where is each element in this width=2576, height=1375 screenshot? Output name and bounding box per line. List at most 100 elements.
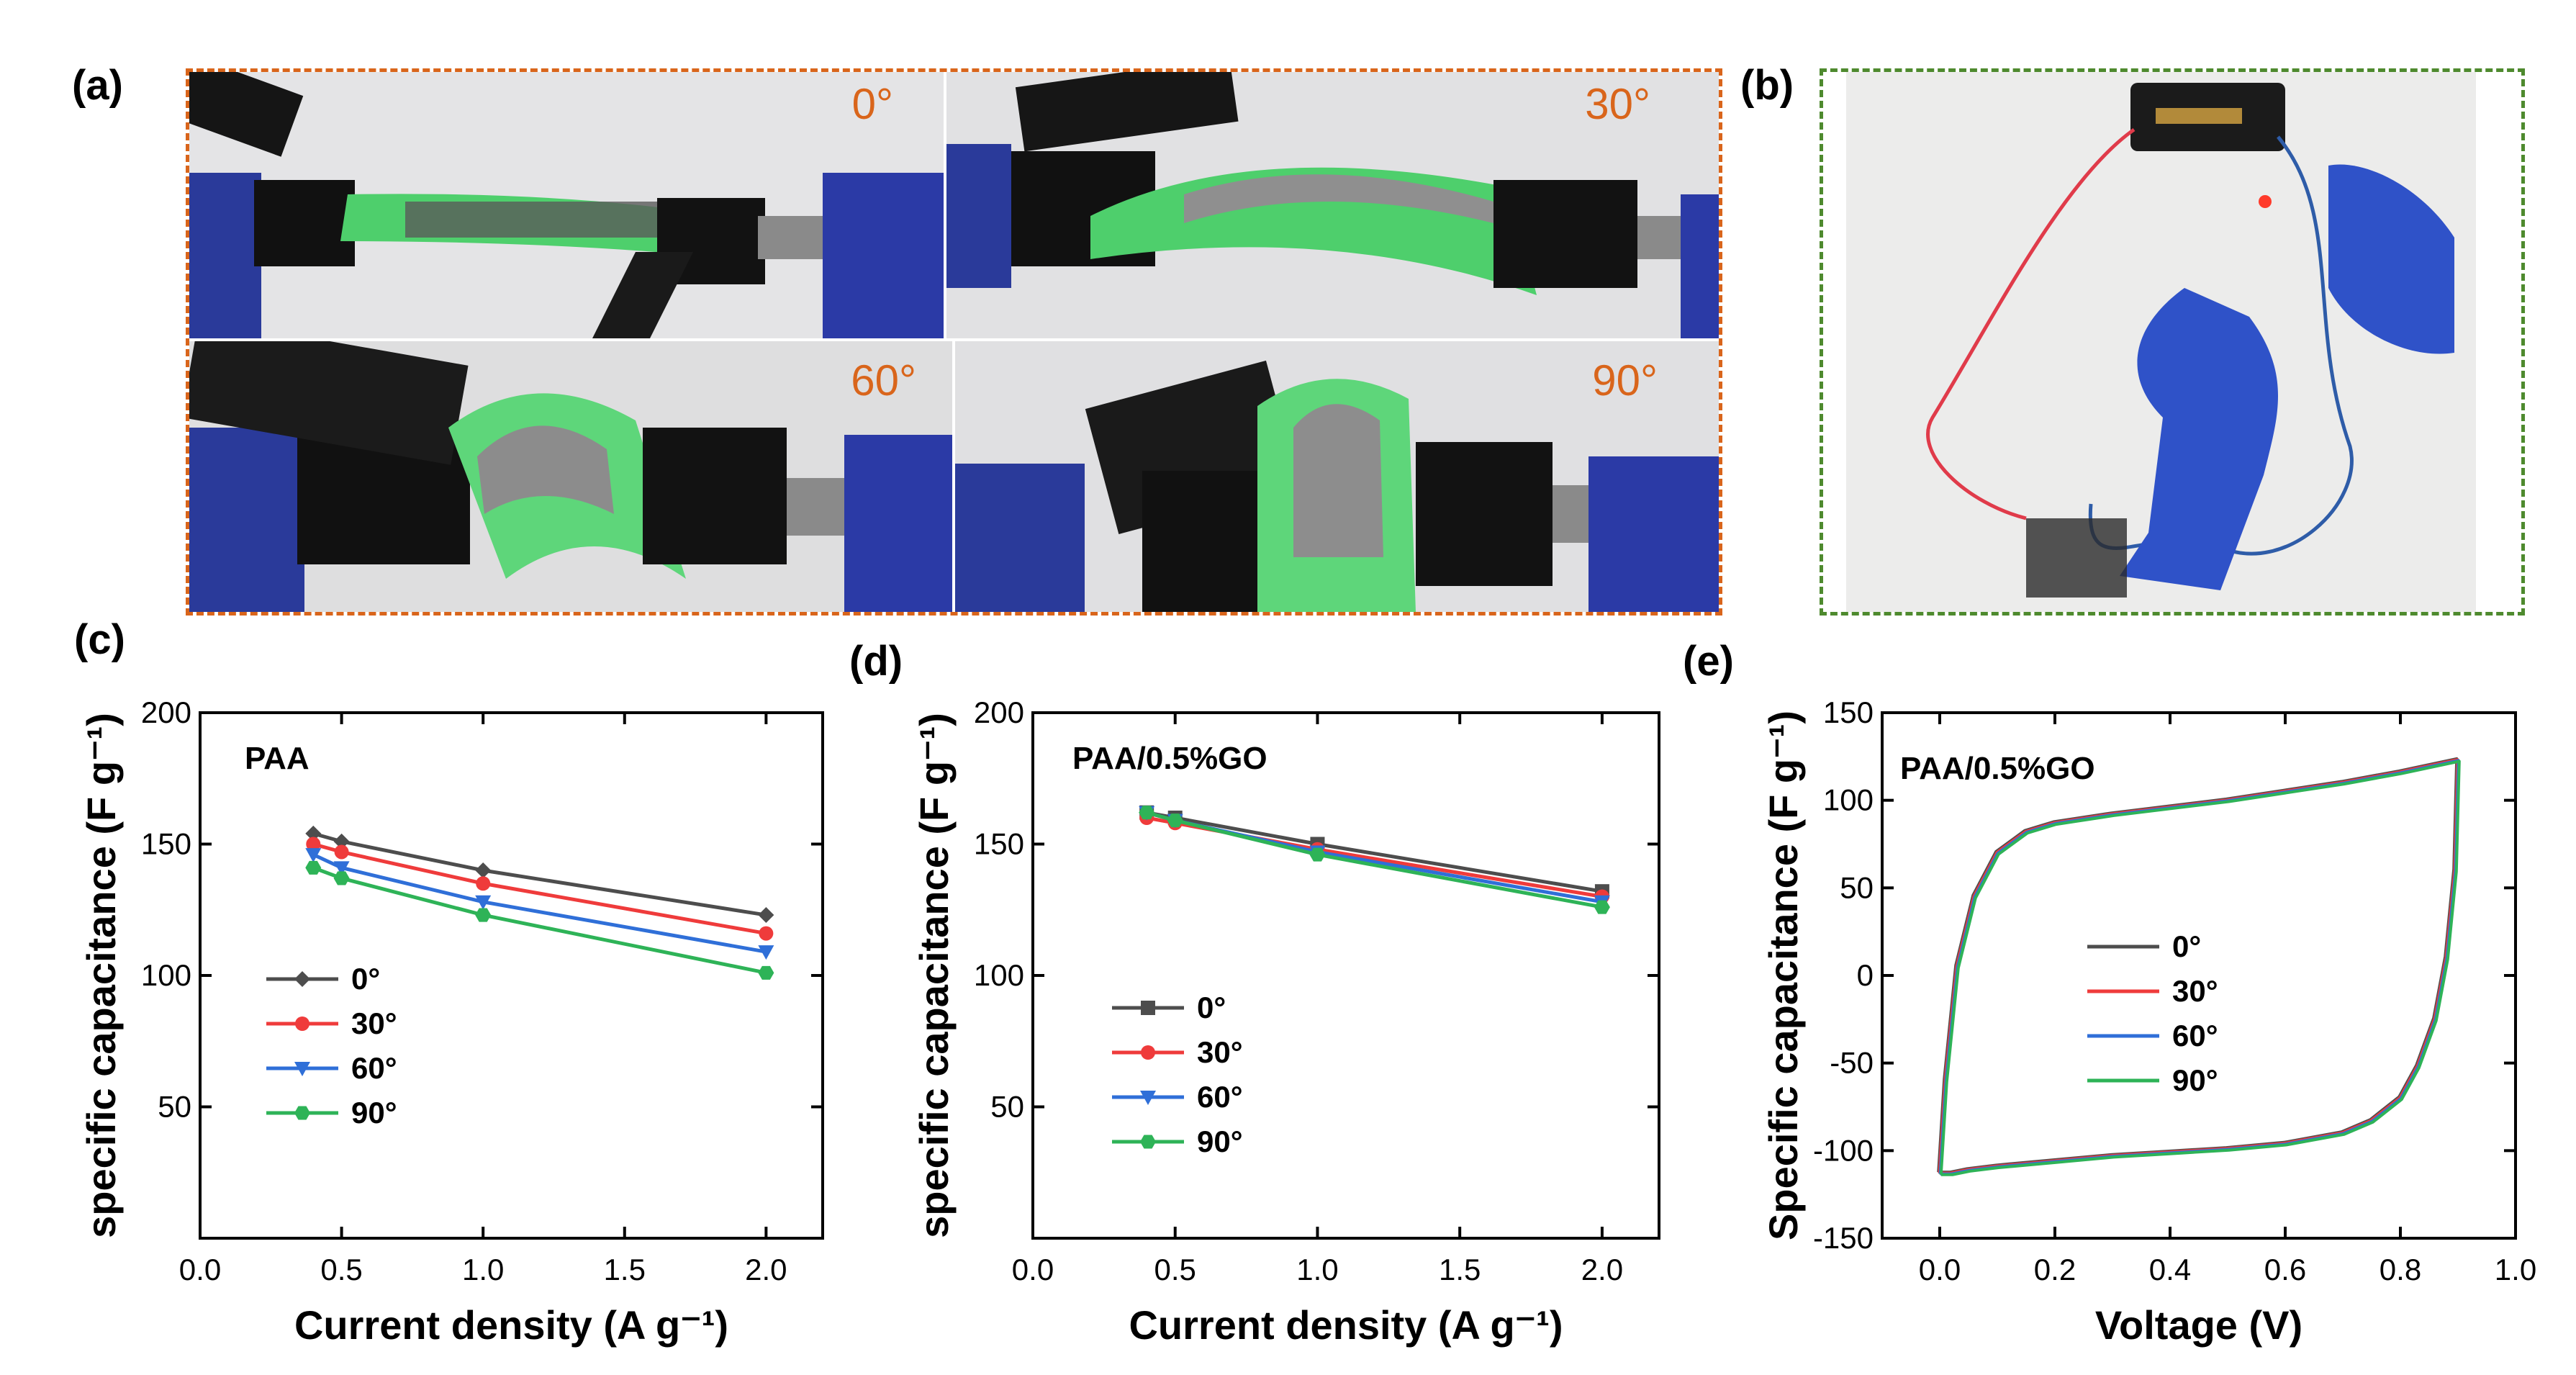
legend-label: 60° (2172, 1019, 2218, 1052)
cv-curve (1937, 757, 2459, 1174)
x-tick-label: 1.0 (2495, 1253, 2536, 1286)
y-axis-label: specific capacitance (F g⁻¹) (78, 713, 124, 1238)
legend-marker (294, 1106, 310, 1120)
x-tick-label: 1.0 (1296, 1253, 1338, 1286)
data-point (334, 844, 349, 860)
data-point (476, 876, 491, 891)
legend-marker (1140, 1091, 1156, 1105)
data-point (1309, 847, 1326, 862)
data-point (475, 895, 492, 910)
y-tick-label: 200 (974, 695, 1024, 729)
series-line (312, 831, 767, 917)
chart-d-title: PAA/0.5%GO (1072, 741, 1267, 776)
y-tick-label: 100 (1823, 783, 1874, 817)
legend-label: 0° (1197, 991, 1226, 1024)
legend-marker (1140, 1135, 1156, 1149)
angle-label-30: 30° (1585, 80, 1650, 128)
x-tick-label: 2.0 (1581, 1253, 1623, 1286)
y-tick-label: -100 (1813, 1133, 1874, 1167)
data-point (333, 861, 350, 876)
x-tick-label: 0.0 (179, 1253, 221, 1286)
data-point (1594, 900, 1610, 914)
legend-marker (295, 1016, 309, 1031)
panel-e-letter: (e) (1683, 638, 1734, 685)
legend-label: 0° (351, 962, 380, 996)
x-tick-label: 0.0 (1012, 1253, 1054, 1286)
series-line (312, 866, 767, 975)
chart-e-title: PAA/0.5%GO (1900, 751, 2095, 786)
legend-label: 90° (351, 1096, 397, 1130)
x-tick-label: 0.4 (2149, 1253, 2191, 1286)
panel-b-letter: (b) (1740, 62, 1794, 109)
chart-e-group: 0.0 0.2 0.4 0.6 0.8 1.0 -150 -100 -50 0 50 100 150 Vo… (1761, 695, 2536, 1348)
y-tick-label: 100 (974, 958, 1024, 992)
series-line (312, 852, 767, 954)
chart-d-group: 0.0 0.5 1.0 1.5 2.0 50 100 150 200 Current densit… (911, 695, 1660, 1348)
x-tick-label: 0.5 (320, 1253, 362, 1286)
legend-label: 0° (2172, 929, 2201, 963)
y-axis-label: specific capacitance (F g⁻¹) (911, 713, 957, 1238)
data-point (1167, 813, 1183, 828)
x-tick-label: 2.0 (745, 1253, 787, 1286)
chart-c-title: PAA (245, 741, 309, 776)
panel-a-letter: (a) (72, 62, 123, 109)
data-point (305, 825, 322, 842)
panel-a-photo-frame (186, 68, 1722, 616)
x-tick-label: 0.8 (2380, 1253, 2421, 1286)
series-line (312, 842, 767, 936)
led-demo-photo (1846, 72, 2476, 612)
legend-label: 30° (1197, 1035, 1243, 1069)
cv-curve (1939, 759, 2461, 1176)
x-axis-label: Current density (A g⁻¹) (1129, 1302, 1563, 1348)
y-tick-label: 200 (141, 695, 191, 729)
angle-label-90: 90° (1592, 356, 1658, 405)
x-tick-label: 0.2 (2034, 1253, 2076, 1286)
data-point (305, 848, 322, 863)
data-point (333, 871, 350, 885)
series-line (1146, 811, 1603, 909)
legend-label: 60° (1197, 1080, 1243, 1114)
legend-label: 60° (351, 1051, 397, 1085)
y-axis-label: Specific capacitance (F g⁻¹) (1761, 711, 1806, 1240)
x-tick-label: 1.0 (462, 1253, 504, 1286)
data-point (475, 908, 492, 922)
panel-c-letter: (c) (74, 616, 125, 663)
y-tick-label: 150 (1823, 695, 1874, 729)
panel-d-letter: (d) (849, 638, 903, 685)
bend-photo-90: 90° (955, 341, 1719, 612)
data-point (306, 837, 321, 852)
x-tick-label: 0.6 (2264, 1253, 2306, 1286)
panel-b-photo-frame (1820, 68, 2525, 616)
series-line (1146, 811, 1603, 893)
x-tick-label: 0.5 (1154, 1253, 1196, 1286)
legend-marker (1141, 1001, 1155, 1015)
bend-photo-60: 60° (189, 341, 952, 612)
data-point (758, 965, 774, 980)
y-tick-label: 100 (141, 958, 191, 992)
x-axis-label: Voltage (V) (2095, 1302, 2302, 1348)
y-tick-label: 50 (990, 1090, 1024, 1124)
x-tick-label: 1.5 (1439, 1253, 1481, 1286)
y-tick-label: 150 (974, 827, 1024, 861)
y-tick-label: 50 (1840, 870, 1874, 904)
chart-d-plot-frame (1031, 711, 1660, 1240)
y-tick-label: 50 (158, 1090, 191, 1124)
data-point (333, 833, 350, 849)
legend-label: 30° (351, 1006, 397, 1040)
y-tick-label: -150 (1813, 1221, 1874, 1255)
data-point (305, 860, 322, 875)
legend-marker (294, 1062, 310, 1076)
legend-label: 90° (1197, 1124, 1243, 1158)
data-point (758, 945, 774, 960)
legend-marker (294, 971, 310, 987)
data-point (758, 907, 774, 924)
x-tick-label: 0.0 (1919, 1253, 1961, 1286)
data-point (759, 926, 774, 941)
y-tick-label: -50 (1830, 1046, 1874, 1080)
angle-label-0: 0° (851, 80, 893, 128)
legend-label: 90° (2172, 1063, 2218, 1097)
legend-label: 30° (2172, 974, 2218, 1008)
y-tick-label: 150 (141, 827, 191, 861)
data-point (1139, 806, 1155, 820)
